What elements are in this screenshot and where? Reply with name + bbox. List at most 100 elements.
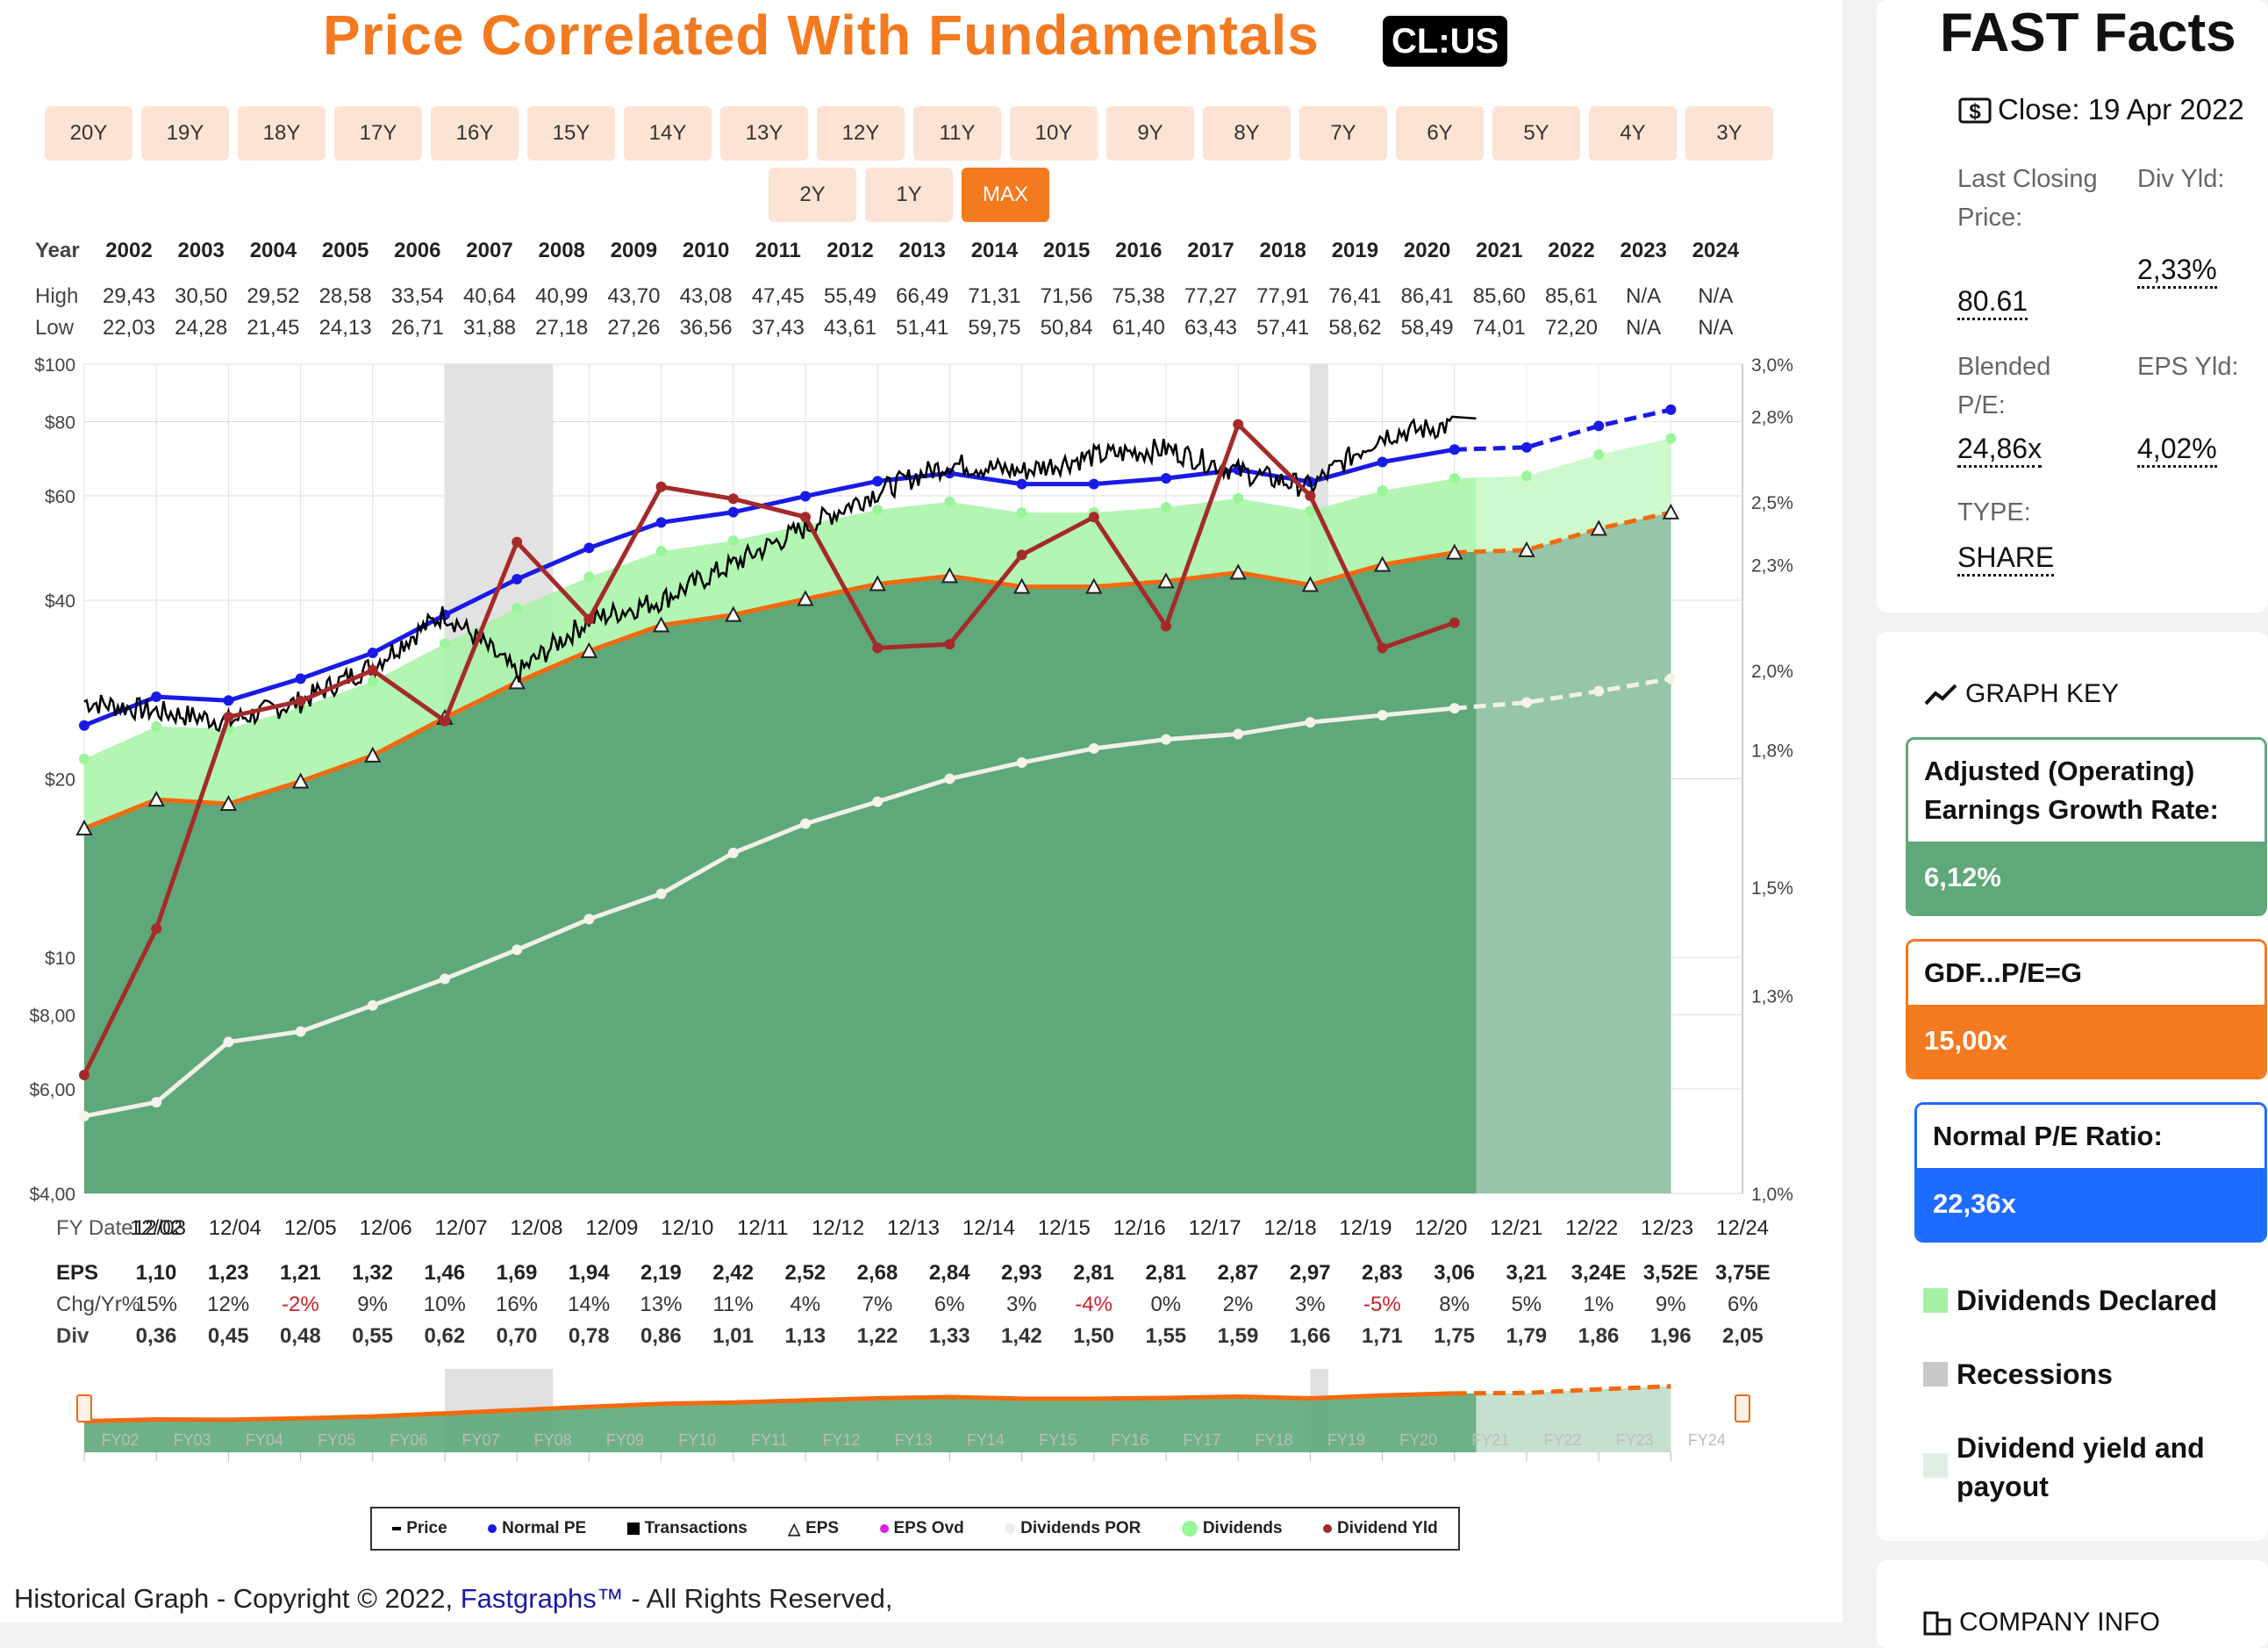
eps-marker	[75, 819, 93, 835]
eps-cell: 2,83	[1362, 1261, 1403, 1285]
div-cell: 1,59	[1217, 1324, 1259, 1348]
navigator-handle[interactable]	[1735, 1394, 1750, 1422]
range-button-2y[interactable]: 2Y	[769, 168, 856, 222]
range-button-13y[interactable]: 13Y	[720, 106, 808, 161]
year-cell: 2021	[1476, 239, 1523, 262]
range-button-11y[interactable]: 11Y	[913, 106, 1001, 161]
range-button-3y[interactable]: 3Y	[1685, 106, 1773, 161]
legend-transactions[interactable]: Transactions	[626, 1519, 748, 1538]
normal-pe-point	[800, 491, 811, 502]
fy-date-cell: 12/06	[359, 1216, 412, 1240]
normal-pe-point	[1161, 473, 1171, 484]
range-button-20y[interactable]: 20Y	[45, 106, 132, 161]
type-value[interactable]: SHARE	[1957, 541, 2055, 577]
legend-dividends[interactable]: Dividends	[1181, 1519, 1283, 1538]
eps-line	[83, 550, 1456, 831]
high-cell: 40,64	[462, 284, 517, 308]
chg-cell: -2%	[282, 1293, 319, 1316]
range-button-19y[interactable]: 19Y	[141, 106, 229, 161]
growth-rate-box: Adjusted (Operating) Earnings Growth Rat…	[1906, 737, 2267, 916]
legend-dividends-por[interactable]: Dividends POR	[1005, 1519, 1141, 1538]
copyright-line: Historical Graph - Copyright © 2022, Fas…	[14, 1583, 893, 1614]
dividend-yld-point	[151, 923, 162, 935]
div-yld-label: Div Yld:	[2137, 165, 2225, 193]
navigator-label: FY07	[461, 1431, 499, 1449]
normal-pe-point	[583, 542, 595, 554]
range-button-9y[interactable]: 9Y	[1106, 106, 1194, 161]
legend-price[interactable]: Price	[392, 1519, 447, 1538]
eps-marker	[291, 772, 310, 789]
dividends-point	[151, 720, 162, 732]
dividend-yld-point	[655, 481, 667, 492]
normal-pe-point	[1665, 404, 1677, 415]
range-button-6y[interactable]: 6Y	[1396, 106, 1484, 161]
eps-cell: 3,75E	[1715, 1261, 1771, 1285]
navigator-area	[84, 1386, 1671, 1452]
year-cell: 2016	[1115, 239, 1163, 262]
div-cell: 0,36	[135, 1324, 177, 1348]
eps-marker	[1085, 577, 1103, 594]
fy-date-cell: 12/11	[737, 1216, 789, 1240]
fy-date-cell: 12/18	[1263, 1216, 1317, 1240]
dividends-area	[84, 438, 1671, 828]
y-tick-label: $40	[45, 591, 75, 612]
high-cell: 28,58	[318, 284, 372, 308]
low-cell: 36,56	[679, 316, 733, 340]
eps-cell: 1,46	[424, 1261, 466, 1285]
type-label: TYPE:	[1957, 498, 2031, 527]
eps-yld-label: EPS Yld:	[2137, 353, 2239, 381]
eps-marker	[1373, 555, 1392, 572]
chg-cell: -5%	[1363, 1293, 1401, 1316]
high-cell: 43,08	[679, 284, 733, 308]
fastgraphs-link[interactable]: Fastgraphs™	[460, 1583, 624, 1614]
range-button-max[interactable]: MAX	[962, 168, 1049, 222]
navigator-label: FY03	[174, 1431, 211, 1449]
range-button-7y[interactable]: 7Y	[1299, 106, 1387, 161]
fy-date-cell: 12/04	[208, 1216, 261, 1240]
low-cell: 50,84	[1040, 316, 1093, 340]
year-cell: 2013	[898, 239, 946, 262]
navigator-label: FY15	[1039, 1431, 1077, 1449]
y-tick-label: $8,00	[29, 1007, 75, 1027]
range-button-5y[interactable]: 5Y	[1492, 106, 1580, 161]
eps-cell: 2,87	[1217, 1261, 1259, 1285]
chg-cell: 4%	[790, 1293, 821, 1316]
range-button-18y[interactable]: 18Y	[238, 106, 326, 161]
range-button-4y[interactable]: 4Y	[1589, 106, 1677, 161]
range-button-8y[interactable]: 8Y	[1203, 106, 1291, 161]
eps-yld-value[interactable]: 4,02%	[2137, 432, 2217, 468]
legend-eps[interactable]: △ EPS	[788, 1519, 840, 1537]
chg-cell: 10%	[423, 1293, 466, 1316]
range-button-1y[interactable]: 1Y	[865, 168, 953, 222]
blended-pe-value[interactable]: 24,86x	[1957, 432, 2043, 468]
dividend-yld-point	[1016, 549, 1027, 561]
div-cell: 0,48	[280, 1324, 321, 1348]
legend-dividend-yld[interactable]: Dividend Yld	[1323, 1519, 1438, 1538]
fy-date-cell: 12/23	[1641, 1216, 1694, 1240]
range-button-15y[interactable]: 15Y	[527, 106, 615, 161]
eps-cell: 1,32	[352, 1261, 393, 1285]
low-cell: 57,41	[1256, 316, 1310, 340]
y2-tick-label: 1,5%	[1751, 878, 1793, 899]
growth-rate-value: 6,12%	[1908, 842, 2264, 914]
range-button-16y[interactable]: 16Y	[431, 106, 519, 161]
normal-pe-point	[223, 695, 234, 706]
low-cell: 27,18	[535, 316, 589, 340]
navigator-handle[interactable]	[76, 1394, 92, 1422]
side-panel: FAST Facts $ Close: 19 Apr 2022 Last Clo…	[1842, 0, 2268, 1648]
range-button-10y[interactable]: 10Y	[1010, 106, 1098, 161]
navigator-label: FY13	[895, 1431, 933, 1449]
range-button-12y[interactable]: 12Y	[817, 106, 905, 161]
div-yld-value[interactable]: 2,33%	[2137, 253, 2217, 289]
fy-date-cell: 12/14	[962, 1216, 1015, 1240]
last-close-value[interactable]: 80.61	[1957, 284, 2028, 320]
legend-eps-ovd[interactable]: EPS Ovd	[879, 1519, 964, 1538]
navigator-label: FY02	[101, 1431, 139, 1449]
fy-date-cell: 12/05	[283, 1216, 337, 1240]
fy-date-cell: 12/13	[886, 1216, 941, 1240]
dividends-por-point	[944, 773, 955, 785]
legend-normal-pe[interactable]: Normal PE	[488, 1519, 586, 1538]
range-button-17y[interactable]: 17Y	[334, 106, 422, 161]
range-button-14y[interactable]: 14Y	[624, 106, 712, 161]
dividends-point	[583, 571, 595, 583]
